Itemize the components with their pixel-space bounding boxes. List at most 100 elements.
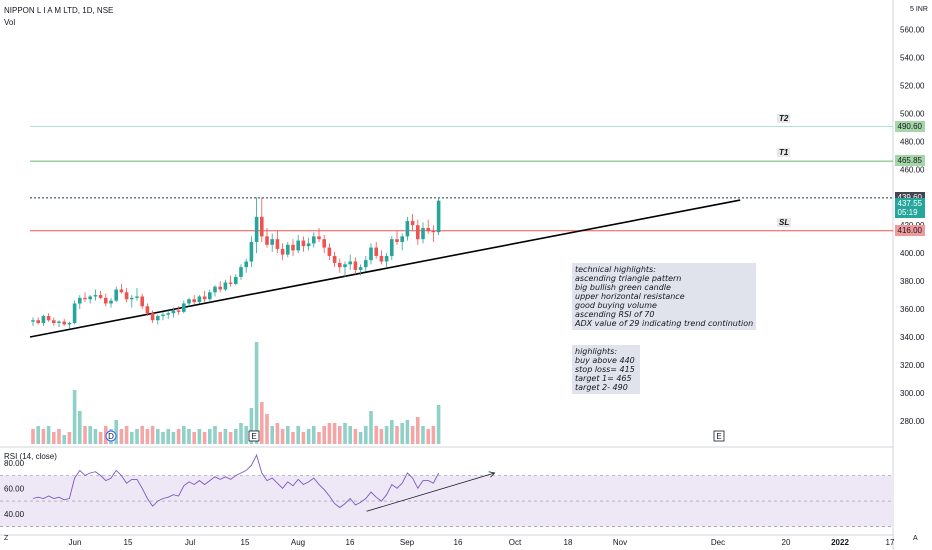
candle-body xyxy=(62,321,66,325)
candle-body xyxy=(156,316,160,321)
candle-body xyxy=(312,236,316,244)
candle-body xyxy=(249,241,254,262)
volume-bar xyxy=(369,411,373,444)
rsi-legend: RSI (14, close) xyxy=(4,452,57,461)
volume-bar xyxy=(218,432,222,444)
candle-body xyxy=(57,321,61,324)
technical-highlights-note[interactable]: technical highlights: ascending triangle… xyxy=(572,263,756,330)
timezone-corner[interactable]: Z xyxy=(4,535,9,542)
volume-bar xyxy=(270,426,274,444)
volume-bar xyxy=(140,426,144,444)
volume-bar xyxy=(67,432,72,444)
candle-body xyxy=(421,228,425,240)
candle-body xyxy=(202,296,207,300)
dividend-marker-label: D xyxy=(108,432,114,441)
time-tick-label: 20 xyxy=(782,538,791,547)
candle-body xyxy=(286,244,290,255)
candle-body xyxy=(436,200,441,233)
auto-scale-button[interactable]: A xyxy=(913,535,918,542)
volume-bar xyxy=(239,423,243,444)
price-tick-label: 460.00 xyxy=(900,165,925,174)
candle-body xyxy=(270,239,274,245)
volume-bar xyxy=(119,429,124,444)
volume-bar xyxy=(431,426,436,444)
candle-body xyxy=(114,289,118,301)
candle-body xyxy=(348,261,352,265)
time-tick-label: 2022 xyxy=(831,538,849,547)
volume-bar xyxy=(390,420,394,444)
volume-bar xyxy=(405,420,410,444)
candle-body xyxy=(343,264,347,268)
volume-bar xyxy=(400,423,404,444)
candle-body xyxy=(197,296,202,303)
volume-bar xyxy=(421,426,425,444)
volume-bar xyxy=(312,426,316,444)
candle-body xyxy=(88,296,92,300)
candle-body xyxy=(176,310,181,312)
candle-body xyxy=(83,297,87,300)
candle-body xyxy=(358,267,363,270)
support-trendline xyxy=(29,199,741,338)
candle-body xyxy=(145,306,150,314)
volume-bar xyxy=(46,426,51,444)
dividend-marker xyxy=(105,430,117,442)
candle-body xyxy=(265,236,269,245)
candle-body xyxy=(171,310,176,314)
candle-body xyxy=(322,239,326,248)
volume-bar xyxy=(187,429,191,444)
candle-body xyxy=(166,313,170,315)
volume-bar xyxy=(348,426,352,444)
candle-body xyxy=(119,289,124,293)
candle-body xyxy=(327,247,332,256)
volume-bar xyxy=(338,426,342,444)
price-tick-label: 540.00 xyxy=(900,54,925,63)
volume-bar xyxy=(145,429,150,444)
candle-body xyxy=(161,314,165,317)
level-label-t1: T1 xyxy=(777,148,791,158)
candle-body xyxy=(395,239,399,242)
last-price-value: 437.55 xyxy=(897,198,922,208)
volume-bar xyxy=(436,405,441,444)
candle-body xyxy=(379,255,384,262)
volume-bar xyxy=(197,429,202,444)
price-tick-label: 380.00 xyxy=(900,277,925,286)
volume-bar xyxy=(395,426,399,444)
candle-body xyxy=(140,296,144,307)
volume-bar xyxy=(150,426,155,444)
volume-bar xyxy=(182,426,186,444)
candle-body xyxy=(150,313,155,321)
volume-label: Vol xyxy=(4,18,16,27)
volume-bar xyxy=(410,426,415,444)
price-tick-label: 300.00 xyxy=(900,389,925,398)
candle-body xyxy=(416,225,420,240)
last-price-tag: 437.55 05:19 xyxy=(894,197,925,218)
volume-bar xyxy=(426,429,430,444)
volume-bar xyxy=(52,432,56,444)
price-tag: 439.60 xyxy=(894,191,925,203)
candle-body xyxy=(426,228,430,231)
candle-body xyxy=(390,239,394,256)
candle-body xyxy=(431,230,436,233)
price-tick-label: 320.00 xyxy=(900,361,925,370)
volume-bar xyxy=(57,429,61,444)
volume-bar xyxy=(416,417,420,444)
time-tick-label: 15 xyxy=(241,538,250,547)
volume-bar xyxy=(192,432,196,444)
rsi-trendline xyxy=(366,472,495,512)
price-tick-label: 400.00 xyxy=(900,249,925,258)
trade-highlights-note[interactable]: highlights: buy above 440 stop loss= 415… xyxy=(572,345,640,394)
candle-body xyxy=(338,262,342,268)
price-tag: 416.00 xyxy=(894,224,925,236)
earnings-marker xyxy=(713,430,725,442)
volume-bar xyxy=(176,429,181,444)
rsi-tick-label: 60.00 xyxy=(4,484,25,493)
volume-bar xyxy=(130,432,134,444)
candle-body xyxy=(280,248,285,255)
candle-body xyxy=(182,303,186,312)
rsi-trendline-arrowhead xyxy=(488,471,496,478)
time-tick-label: 15 xyxy=(124,538,133,547)
time-tick-label: Dec xyxy=(711,538,725,547)
candle-body xyxy=(228,282,233,284)
candle-body xyxy=(98,295,103,298)
